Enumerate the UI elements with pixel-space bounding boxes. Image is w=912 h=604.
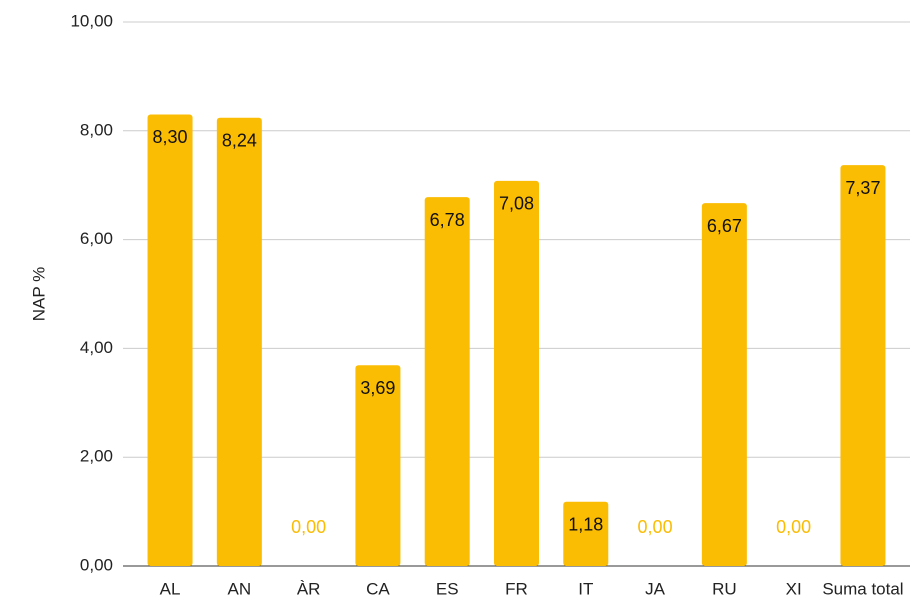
bar: [147, 114, 193, 566]
bar: [840, 165, 886, 566]
y-tick-label: 2,00: [80, 447, 113, 466]
value-label: 0,00: [291, 517, 326, 537]
value-label: 6,67: [707, 216, 742, 236]
x-tick-label: JA: [645, 579, 666, 598]
x-tick-label: Suma total: [822, 579, 903, 598]
bar: [355, 365, 401, 566]
x-tick-label: XI: [786, 579, 802, 598]
bar: [563, 501, 609, 566]
y-tick-label: 0,00: [80, 555, 113, 574]
value-label: 1,18: [568, 515, 603, 535]
x-tick-label: AL: [160, 579, 181, 598]
value-label: 7,37: [845, 178, 880, 198]
y-tick-label: 6,00: [80, 229, 113, 248]
bar: [701, 203, 747, 567]
x-tick-label: RU: [712, 579, 737, 598]
bar: [216, 117, 262, 566]
value-label: 6,78: [430, 210, 465, 230]
value-label: 8,24: [222, 130, 257, 150]
value-label: 7,08: [499, 194, 534, 214]
value-label: 3,69: [360, 378, 395, 398]
bar: [494, 180, 539, 566]
value-label: 0,00: [776, 517, 811, 537]
y-tick-label: 8,00: [80, 120, 113, 139]
x-tick-label: IT: [578, 579, 593, 598]
x-tick-label: ÀR: [297, 579, 321, 598]
x-tick-label: AN: [228, 579, 252, 598]
bar: [424, 197, 470, 566]
x-tick-label: CA: [366, 579, 390, 598]
y-tick-label: 10,00: [70, 11, 113, 30]
x-tick-label: FR: [505, 579, 528, 598]
x-tick-label: ES: [436, 579, 459, 598]
y-axis-label: NAP %: [29, 267, 48, 322]
value-label: 0,00: [638, 517, 673, 537]
value-label: 8,30: [153, 127, 188, 147]
y-tick-label: 4,00: [80, 338, 113, 357]
